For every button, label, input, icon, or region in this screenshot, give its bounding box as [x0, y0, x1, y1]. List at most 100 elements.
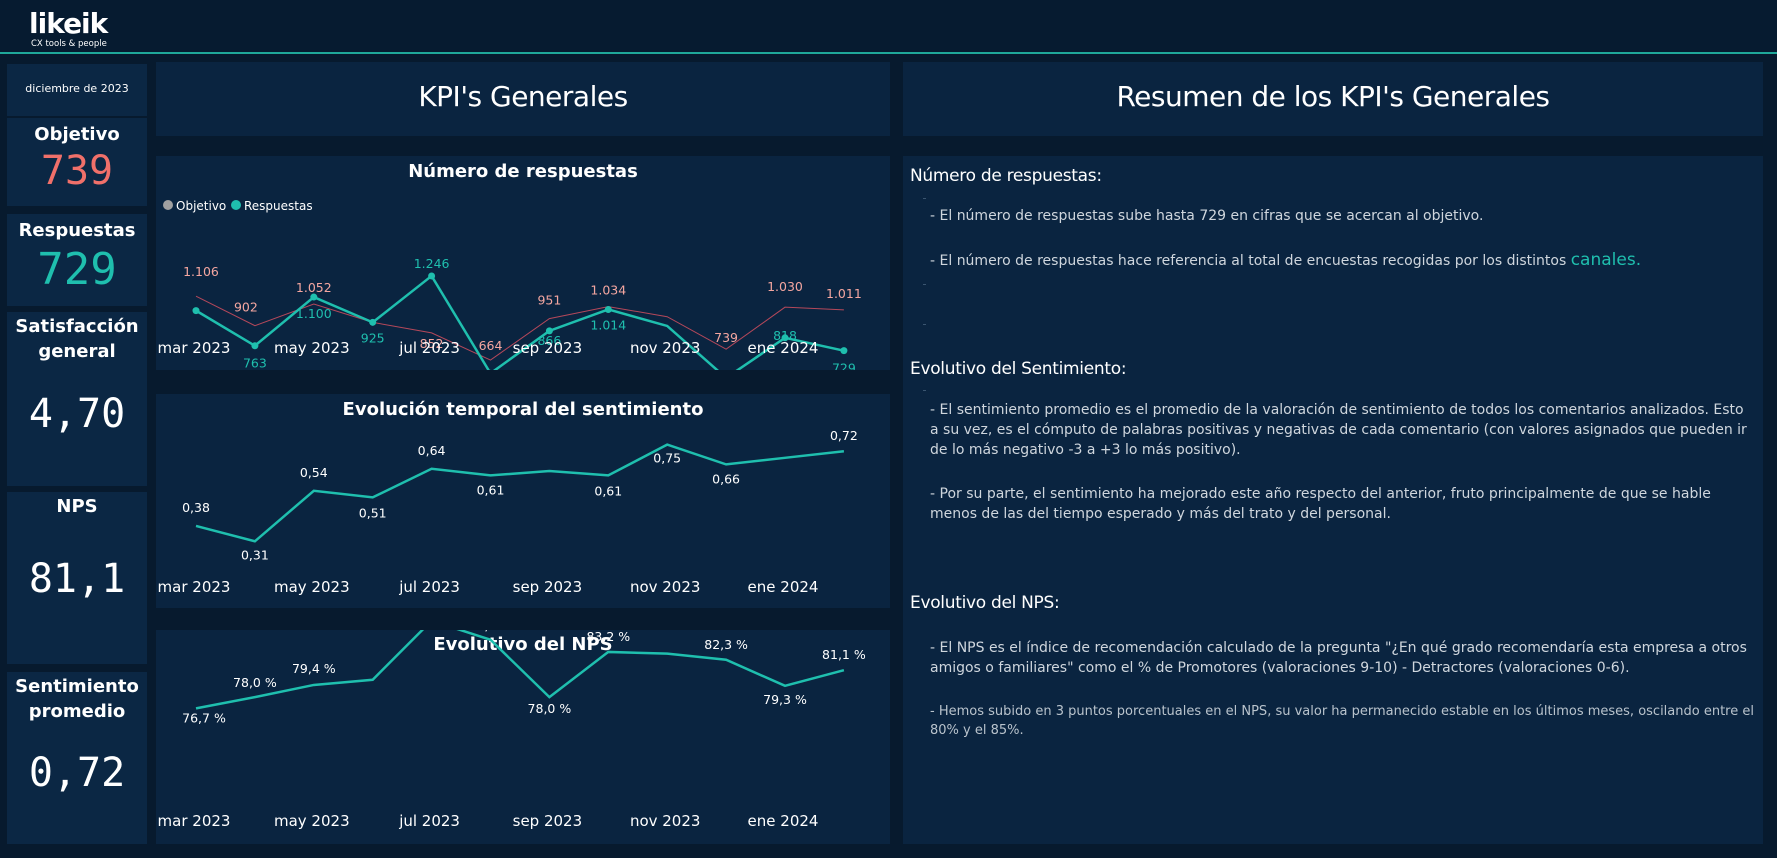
- data-point-respuestas[interactable]: [840, 347, 848, 355]
- respuestas-x-tick: nov 2023: [630, 339, 701, 357]
- nps-x-tick: jul 2023: [398, 812, 460, 830]
- summary-divider: [923, 284, 926, 285]
- summary-text-nps-1: - El NPS es el índice de recomendación c…: [930, 640, 1747, 676]
- legend-label-respuestas[interactable]: Respuestas: [244, 199, 313, 213]
- data-point-respuestas[interactable]: [310, 293, 318, 301]
- kpi-card-nps[interactable]: NPS 81,1 %: [7, 492, 147, 722]
- legend-label-objetivo[interactable]: Objetivo: [176, 199, 226, 213]
- sentimiento-data-label: 0,66: [712, 471, 740, 486]
- respuestas-data-label: 1.246: [414, 256, 450, 271]
- sentimiento-data-label: 0,64: [418, 443, 446, 458]
- nps-x-tick: mar 2023: [158, 812, 231, 830]
- date-label: diciembre de 2023: [25, 82, 129, 95]
- kpi-value-sentimiento: 0,72: [28, 750, 126, 796]
- kpi-label-sentimiento-2: promedio: [28, 701, 126, 722]
- kpi-value-satisfaccion: 4,70: [28, 391, 126, 437]
- sentimiento-data-label: 0,61: [477, 482, 505, 497]
- kpi-card-satisfaccion[interactable]: Satisfacción general 4,70: [7, 312, 147, 486]
- nps-x-tick: nov 2023: [630, 812, 701, 830]
- chart-panel-sentimiento[interactable]: Evolución temporal del sentimiento 0,38 0…: [156, 394, 890, 608]
- objetivo-data-label: 951: [537, 293, 561, 308]
- respuestas-x-tick: ene 2024: [748, 339, 819, 357]
- logo-word: likeik: [29, 7, 108, 40]
- objetivo-data-label: 1.030: [767, 279, 803, 294]
- canales-link[interactable]: canales.: [1570, 250, 1642, 270]
- date-card: diciembre de 2023: [7, 64, 147, 116]
- kpi-card-respuestas[interactable]: Respuestas 729: [7, 214, 147, 306]
- respuestas-data-label: 866: [537, 333, 561, 348]
- legend-marker-respuestas: [231, 200, 241, 210]
- chart-title-nps: Evolutivo del NPS: [433, 634, 613, 655]
- objetivo-data-label: 664: [479, 338, 503, 353]
- data-point-respuestas[interactable]: [369, 318, 377, 326]
- objetivo-data-label: 852: [420, 336, 444, 351]
- series-line-respuestas[interactable]: [195, 274, 845, 370]
- kpi-label-nps: NPS: [56, 496, 98, 517]
- data-point-respuestas[interactable]: [251, 342, 259, 350]
- nps-data-label: 84,6 %: [469, 630, 513, 633]
- chart-respuestas[interactable]: Objetivo Respuestas 1.106 902 1.052 852 664 9…: [156, 156, 890, 370]
- nps-data-label: 79,4 %: [292, 661, 336, 676]
- kpi-label-satisfaccion-1: Satisfacción: [15, 316, 139, 337]
- logo-tagline: CX tools & people: [31, 39, 107, 49]
- summary-text-respuestas-1: - El número de respuestas sube hasta 729…: [930, 208, 1484, 224]
- objetivo-data-label: 739: [714, 330, 738, 345]
- summary-divider: [923, 390, 926, 391]
- summary-text-respuestas-2-body: - El número de respuestas hace referenci…: [930, 253, 1571, 269]
- objetivo-data-label: 1.106: [183, 264, 219, 279]
- chart-nps[interactable]: 76,7 %78,0 %79,4 %86,8 %84,6 %78,0 %83,2…: [156, 630, 890, 844]
- respuestas-data-label: 1.100: [296, 306, 332, 321]
- summary-divider: [923, 198, 926, 199]
- header-summary-panel: Resumen de los KPI's Generales: [903, 62, 1763, 136]
- objetivo-data-label: 1.052: [296, 280, 332, 295]
- nps-x-tick: ene 2024: [748, 812, 819, 830]
- summary-title-sentimiento: Evolutivo del Sentimiento:: [910, 359, 1127, 379]
- sentimiento-data-label: 0,38: [182, 500, 210, 515]
- summary-text-nps-2: - Hemos subido en 3 puntos porcentuales …: [930, 704, 1754, 738]
- series-line-objetivo[interactable]: [195, 295, 844, 361]
- chart-sentimiento[interactable]: 0,38 0,31 0,54 0,51 0,64 0,61 0,61 0,75 0,66 0,72…: [156, 394, 890, 608]
- sentimiento-data-label: 0,61: [594, 483, 622, 498]
- data-point-respuestas[interactable]: [428, 272, 436, 280]
- brand-logo[interactable]: likeik CX tools & people: [29, 7, 108, 50]
- nps-data-label: 83,2 %: [586, 630, 630, 644]
- sentimiento-data-label: 0,75: [653, 451, 681, 466]
- sentimiento-data-label: 0,51: [359, 505, 387, 520]
- respuestas-data-label: 1.014: [590, 317, 626, 332]
- respuestas-x-tick: sep 2023: [513, 339, 583, 357]
- sentimiento-x-tick: mar 2023: [158, 578, 231, 596]
- summary-text-sentimiento-2: - Por su parte, el sentimiento ha mejora…: [930, 486, 1711, 522]
- respuestas-data-label: 763: [243, 356, 267, 370]
- summary-text-respuestas-2: - El número de respuestas hace referenci…: [930, 250, 1755, 271]
- nps-data-label: 81,1 %: [822, 647, 866, 662]
- objetivo-data-label: 1.034: [590, 283, 626, 298]
- data-point-respuestas[interactable]: [781, 334, 789, 342]
- data-point-respuestas[interactable]: [545, 327, 553, 335]
- header-kpis-panel: KPI's Generales: [156, 62, 890, 136]
- sentimiento-x-tick: nov 2023: [630, 578, 701, 596]
- series-line-nps[interactable]: [195, 630, 845, 710]
- sentimiento-data-label: 0,31: [241, 547, 269, 562]
- series-line-sentimiento[interactable]: [195, 443, 845, 543]
- respuestas-x-tick: may 2023: [274, 339, 350, 357]
- kpi-label-satisfaccion-2: general: [38, 341, 116, 362]
- kpi-card-sentimiento[interactable]: Sentimiento promedio 0,72: [7, 672, 147, 844]
- summary-title-nps: Evolutivo del NPS:: [910, 593, 1060, 613]
- respuestas-data-label: 729: [832, 361, 856, 370]
- sentimiento-x-tick: ene 2024: [748, 578, 819, 596]
- objetivo-data-label: 1.011: [826, 286, 862, 301]
- data-point-respuestas[interactable]: [192, 307, 200, 315]
- data-point-respuestas[interactable]: [604, 305, 612, 313]
- summary-divider: [923, 324, 926, 325]
- objetivo-data-label: 902: [234, 300, 258, 315]
- kpi-label-objetivo: Objetivo: [34, 124, 120, 145]
- summary-panel: [903, 156, 1763, 844]
- sentimiento-x-tick: sep 2023: [513, 578, 583, 596]
- nps-data-label: 79,3 %: [763, 692, 807, 707]
- chart-panel-nps[interactable]: Evolutivo del NPS 76,7 %78,0 %79,4 %86,8…: [156, 630, 890, 844]
- nps-x-tick: sep 2023: [513, 812, 583, 830]
- chart-panel-respuestas[interactable]: Número de respuestas Objetivo Respuestas…: [156, 156, 890, 370]
- respuestas-x-tick: mar 2023: [158, 339, 231, 357]
- respuestas-data-label: 925: [361, 330, 385, 345]
- kpi-card-objetivo[interactable]: Objetivo 739: [7, 118, 147, 206]
